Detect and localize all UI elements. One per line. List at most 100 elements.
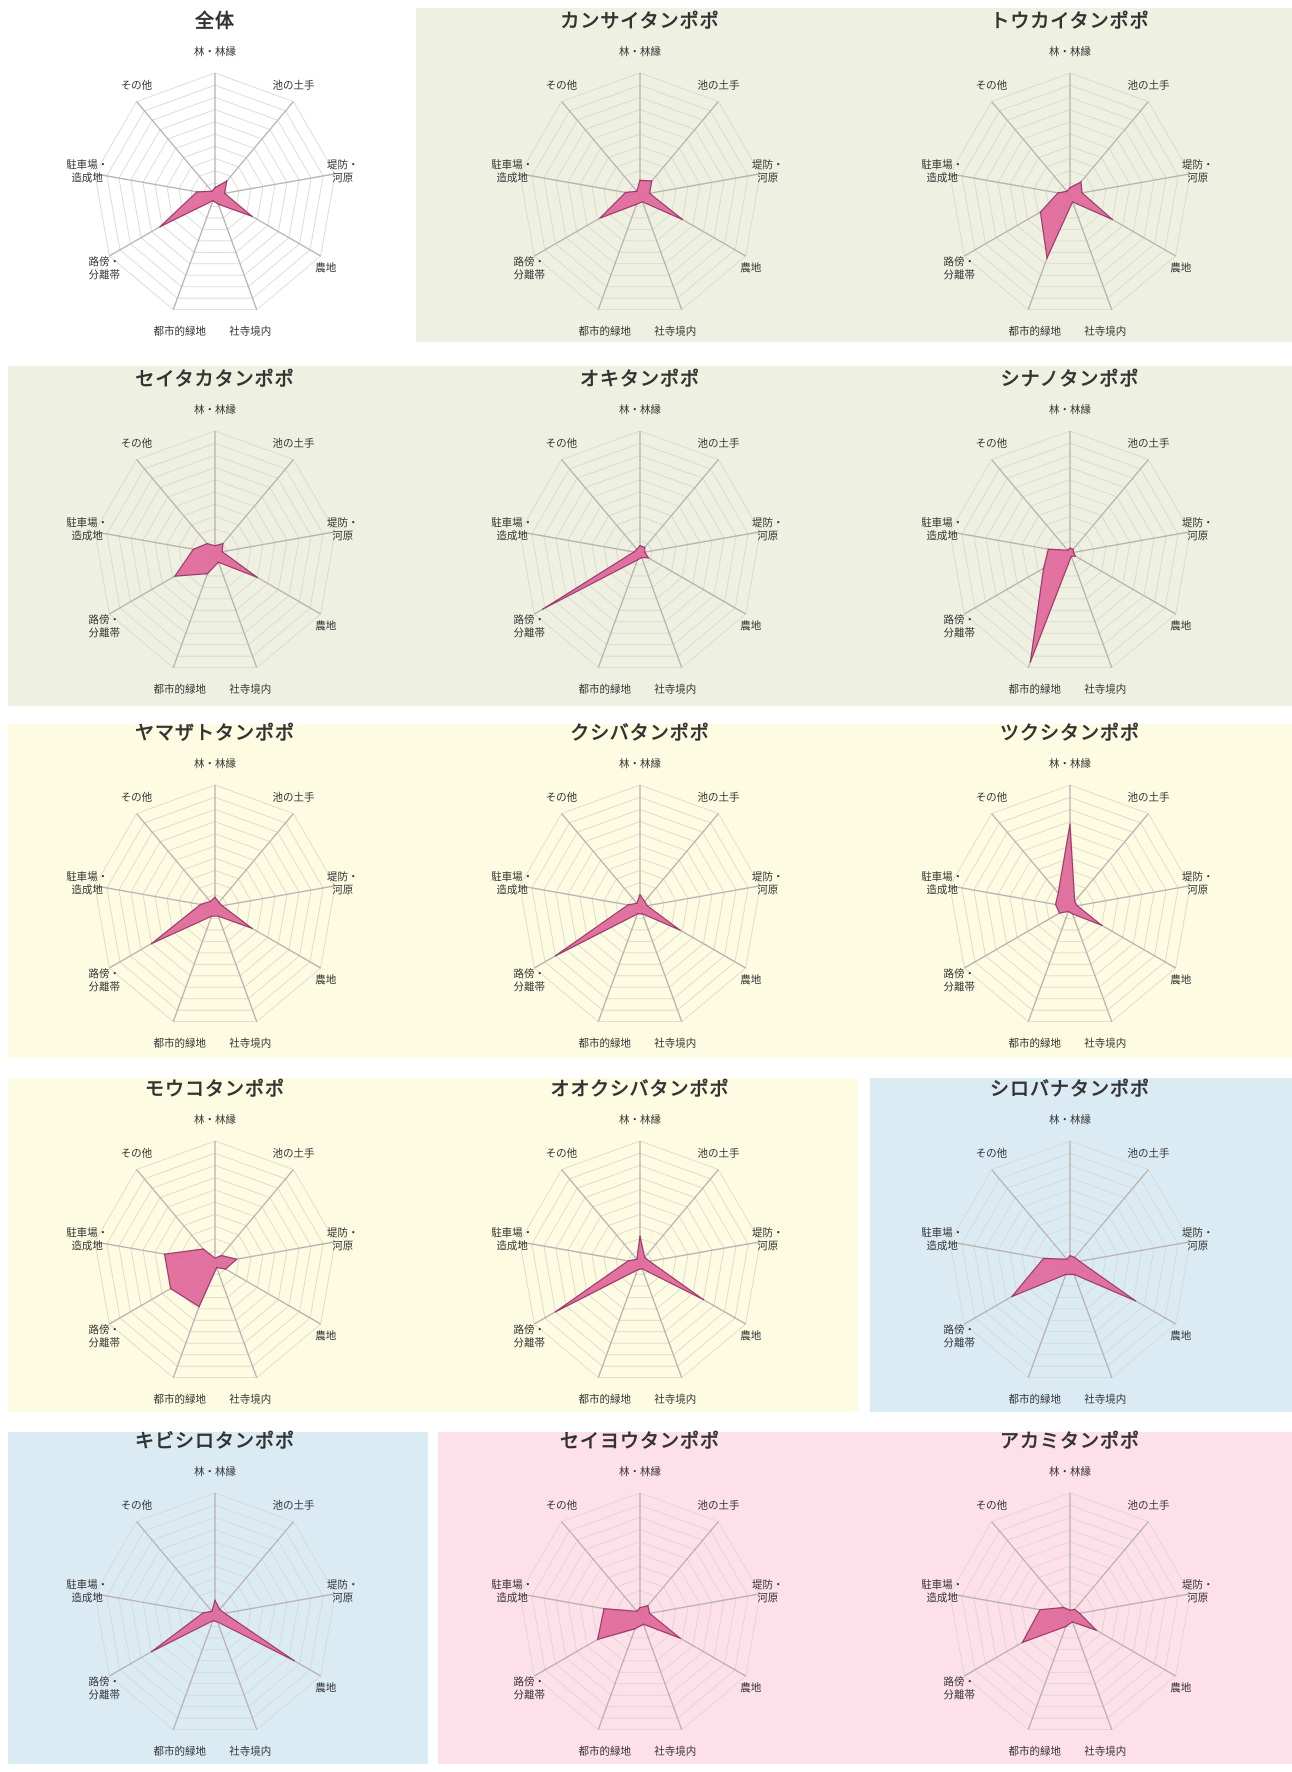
- grid-ring: [94, 784, 336, 1023]
- chart-title: ツクシタンポポ: [999, 722, 1140, 744]
- radar-chart-panel: シロバナタンポポ 林・林縁 池の土手 堤防・河原 農地 社寺境内 都市的緑地 路傍・分離帯 駐車…: [855, 1068, 1285, 1420]
- grid-ring: [190, 170, 240, 219]
- axis-line: [1069, 194, 1113, 310]
- data-point: [643, 900, 646, 903]
- grid-ring: [543, 1164, 737, 1356]
- grid-ring: [142, 121, 288, 265]
- grid-ring: [154, 133, 276, 253]
- axis-line: [519, 1241, 641, 1264]
- grid-ring: [1009, 1553, 1131, 1673]
- data-point: [256, 576, 259, 579]
- axis-line: [639, 1614, 683, 1730]
- axis-line: [1069, 1614, 1113, 1730]
- grid-ring: [591, 1213, 689, 1310]
- data-point: [636, 1269, 639, 1271]
- axis-label: 林・林縁: [619, 757, 661, 770]
- axis-label: 池の土手: [1128, 791, 1170, 804]
- axis-label: 駐車場・造成地: [66, 158, 108, 184]
- axis-label: 農地: [315, 261, 336, 274]
- radar-chart-panel: カンサイタンポポ 林・林縁 池の土手 堤防・河原 農地 社寺境内 都市的緑地 路傍・分離帯 駐車…: [425, 0, 855, 352]
- grid-ring: [567, 1541, 713, 1685]
- data-point: [206, 542, 208, 545]
- axis-label: 駐車場・造成地: [491, 1226, 533, 1252]
- grid-ring: [154, 1553, 276, 1673]
- band-olive-row1: [416, 8, 1292, 342]
- axis-line: [214, 552, 258, 668]
- data-area: [151, 1598, 295, 1662]
- axis-label: 都市的緑地: [578, 1744, 631, 1757]
- grid-ring: [118, 1516, 312, 1708]
- axis-label: 林・林縁: [619, 45, 661, 58]
- data-point: [636, 1258, 638, 1261]
- data-point: [1073, 900, 1076, 903]
- grid-ring: [579, 491, 701, 611]
- axis-line: [1027, 906, 1071, 1022]
- axis-line: [639, 173, 761, 196]
- grid-ring: [106, 796, 324, 1011]
- data-area: [596, 1604, 681, 1641]
- chart-title: モウコタンポポ: [144, 1078, 285, 1100]
- data-point: [643, 1256, 646, 1259]
- data-area: [1021, 1606, 1097, 1644]
- grid-ring: [519, 784, 761, 1023]
- axis-line: [136, 459, 216, 554]
- data-area: [542, 544, 650, 610]
- axis-label: 農地: [1170, 619, 1192, 632]
- axis-label: 堤防・河原: [327, 1578, 359, 1604]
- axis-line: [1027, 1262, 1071, 1378]
- grid-ring: [997, 833, 1143, 977]
- data-area: [1054, 823, 1103, 926]
- axis-line: [639, 906, 683, 1022]
- axis-label: 社寺境内: [1084, 1036, 1126, 1049]
- axis-line: [94, 885, 216, 908]
- data-point: [1071, 1621, 1074, 1623]
- axis-line: [991, 813, 1071, 908]
- axis-label: 堤防・河原: [752, 1226, 784, 1252]
- axis-label: 駐車場・造成地: [921, 158, 963, 184]
- axis-label: その他: [546, 1147, 578, 1160]
- axis-line: [639, 194, 683, 310]
- band-yellow-row3: [8, 724, 1292, 1058]
- axis-line: [1069, 1262, 1113, 1378]
- data-point: [224, 1268, 227, 1270]
- chart-title: アカミタンポポ: [999, 1430, 1140, 1452]
- grid-ring: [202, 1602, 228, 1627]
- grid-ring: [985, 1529, 1155, 1696]
- chart-title: シロバナタンポポ: [989, 1078, 1150, 1100]
- grid-ring: [1021, 857, 1119, 954]
- data-point: [636, 190, 638, 193]
- radar-chart-panel: モウコタンポポ林・林縁 池の土手 堤防・河原 農地 社寺境内 都市的緑地 路傍・分離帯 駐車場…: [0, 1068, 430, 1420]
- axis-line: [1069, 173, 1191, 196]
- axis-label: 堤防・河原: [1182, 1578, 1214, 1604]
- data-point: [636, 559, 639, 561]
- chart-title: ヤマザトタンポポ: [134, 722, 295, 744]
- grid-ring: [949, 430, 1191, 669]
- data-point: [202, 1612, 204, 1614]
- data-point: [235, 1258, 238, 1260]
- data-point: [1111, 218, 1114, 221]
- axis-label: 都市的緑地: [153, 682, 206, 695]
- data-point: [212, 1619, 214, 1622]
- radar-chart-panel: トウカイタンポポ 林・林縁 池の土手 堤防・河原 農地 社寺境内 都市的緑地 路傍・分離帯 駐車…: [855, 0, 1285, 352]
- axis-label: 都市的緑地: [578, 324, 631, 337]
- data-area: [151, 896, 253, 945]
- axis-label: 社寺境内: [654, 324, 696, 337]
- axis-label: 路傍・分離帯: [514, 967, 546, 993]
- axis-label: その他: [121, 1499, 153, 1512]
- data-point: [1072, 548, 1074, 551]
- axis-label: 路傍・分離帯: [944, 967, 976, 993]
- grid-ring: [591, 503, 689, 600]
- axis-line: [214, 906, 258, 1022]
- axis-label: 林・林縁: [194, 45, 236, 58]
- axis-label: その他: [546, 437, 578, 450]
- data-point: [639, 1235, 641, 1237]
- grid-ring: [1033, 515, 1107, 588]
- grid-ring: [519, 430, 761, 669]
- band-olive-row2: [8, 366, 1292, 706]
- grid-ring: [166, 1213, 264, 1310]
- axis-line: [561, 1521, 641, 1616]
